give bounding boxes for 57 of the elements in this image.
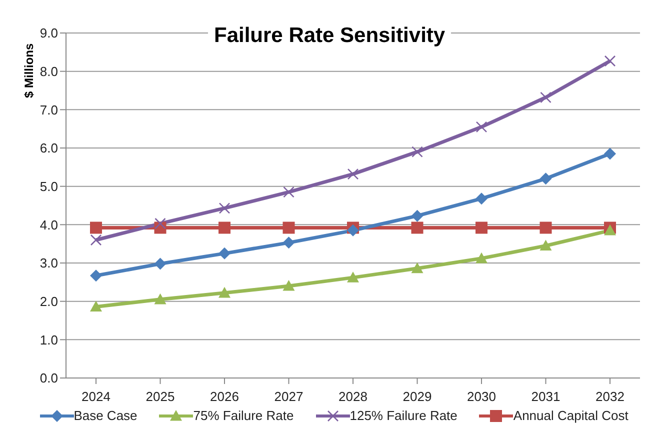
point bbox=[90, 270, 102, 282]
y-tick-label: 8.0 bbox=[40, 64, 58, 79]
point bbox=[476, 252, 488, 264]
point bbox=[218, 247, 230, 260]
y-tick-label: 7.0 bbox=[40, 102, 58, 118]
point bbox=[154, 258, 166, 270]
legend-label: 125% Failure Rate bbox=[350, 408, 458, 423]
point bbox=[476, 121, 488, 133]
point bbox=[90, 222, 102, 234]
point bbox=[283, 186, 294, 198]
x-tick-label: 2024 bbox=[82, 389, 110, 404]
point bbox=[411, 262, 424, 274]
legend-label: 75% Failure Rate bbox=[193, 408, 294, 423]
point bbox=[540, 222, 552, 234]
point bbox=[412, 146, 423, 158]
point bbox=[154, 293, 166, 304]
point bbox=[476, 222, 488, 234]
point bbox=[476, 192, 488, 205]
y-tick-label: 0.0 bbox=[40, 370, 58, 386]
point bbox=[282, 280, 295, 291]
x-tick-label: 2027 bbox=[274, 389, 304, 404]
x-tick-label: 2030 bbox=[467, 389, 496, 404]
point bbox=[347, 272, 359, 282]
point bbox=[282, 236, 295, 249]
point bbox=[218, 202, 230, 214]
y-tick-label: 5.0 bbox=[40, 178, 58, 194]
x-tick-label: 2029 bbox=[402, 389, 432, 404]
point bbox=[347, 224, 359, 236]
point bbox=[218, 286, 230, 298]
legend-label: Base Case bbox=[74, 408, 138, 423]
y-axis-title: $ Millions bbox=[22, 43, 36, 98]
x-tick-label: 2028 bbox=[338, 389, 368, 404]
x-tick-label: 2025 bbox=[146, 389, 175, 404]
point bbox=[282, 222, 295, 234]
y-tick-label: 9.0 bbox=[40, 26, 58, 41]
point bbox=[604, 55, 616, 67]
y-tick-label: 2.0 bbox=[40, 294, 58, 309]
point bbox=[540, 240, 552, 251]
point bbox=[90, 300, 102, 312]
point bbox=[347, 168, 359, 180]
point bbox=[154, 218, 166, 230]
point bbox=[604, 148, 616, 160]
x-tick-label: 2032 bbox=[596, 389, 624, 404]
point bbox=[90, 234, 102, 246]
chart-title: Failure Rate Sensitivity bbox=[208, 24, 452, 48]
point bbox=[411, 222, 424, 234]
point bbox=[218, 222, 230, 234]
y-tick-label: 4.0 bbox=[40, 217, 58, 232]
x-tick-label: 2031 bbox=[531, 389, 560, 404]
y-tick-label: 3.0 bbox=[40, 256, 58, 271]
y-tick-label: 6.0 bbox=[40, 140, 58, 156]
x-tick-label: 2026 bbox=[210, 389, 239, 404]
point bbox=[540, 172, 552, 185]
y-tick-label: 1.0 bbox=[40, 332, 58, 348]
point bbox=[604, 224, 616, 236]
point bbox=[411, 210, 424, 222]
legend-label: Annual Capital Cost bbox=[513, 408, 628, 423]
